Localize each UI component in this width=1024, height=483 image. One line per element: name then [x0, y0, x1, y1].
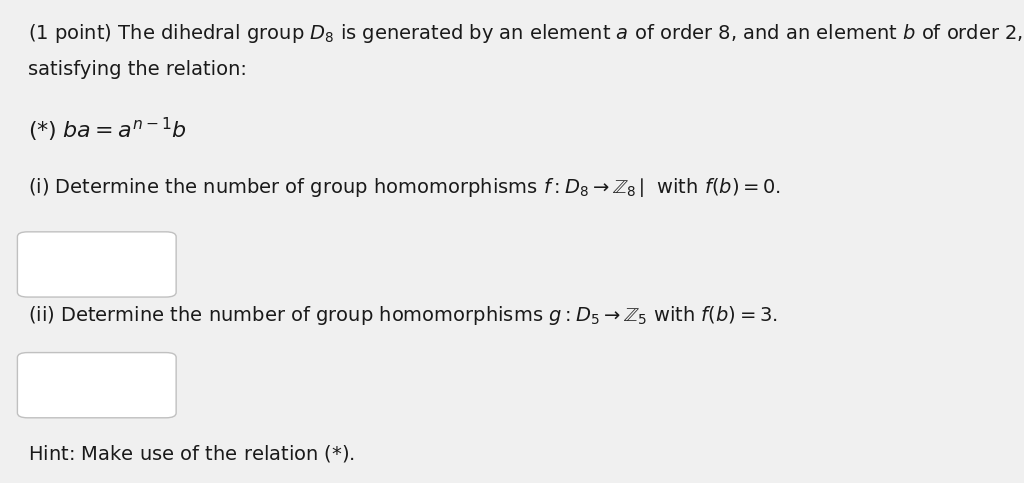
Text: (1 point) The dihedral group $D_8$ is generated by an element $a$ of order 8, an: (1 point) The dihedral group $D_8$ is ge…	[28, 22, 1023, 45]
Text: $(*)\; ba = a^{n-1}b$: $(*)\; ba = a^{n-1}b$	[28, 116, 186, 144]
Text: (ii) Determine the number of group homomorphisms $g : D_5 \rightarrow \mathbb{Z}: (ii) Determine the number of group homom…	[28, 304, 777, 327]
Text: satisfying the relation:: satisfying the relation:	[28, 60, 247, 79]
Text: Hint: Make use of the relation $(*)$.: Hint: Make use of the relation $(*)$.	[28, 443, 354, 464]
FancyBboxPatch shape	[17, 232, 176, 297]
Text: (i) Determine the number of group homomorphisms $f : D_8 \rightarrow \mathbb{Z}_: (i) Determine the number of group homomo…	[28, 176, 780, 199]
FancyBboxPatch shape	[17, 353, 176, 418]
